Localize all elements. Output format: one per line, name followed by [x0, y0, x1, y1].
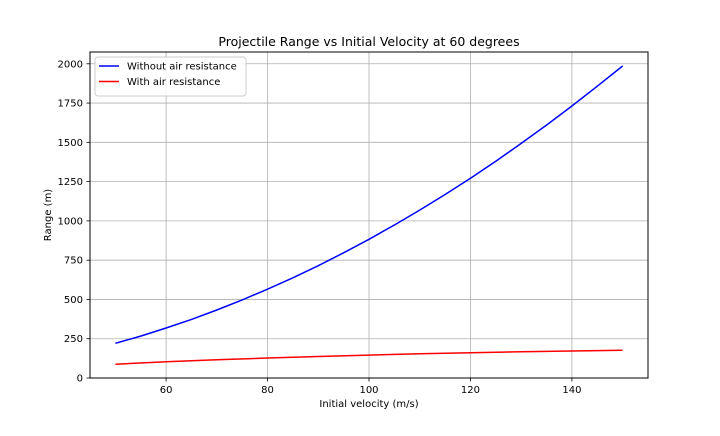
- series-line-1: [115, 349, 623, 365]
- x-tick-label: 100: [359, 385, 378, 396]
- legend-label-1: With air resistance: [127, 77, 220, 88]
- legend: Without air resistance With air resistanc…: [94, 56, 247, 97]
- y-tick-label: 500: [64, 295, 83, 306]
- y-tick-label: 250: [64, 334, 83, 345]
- y-tick-label: 2000: [58, 59, 83, 70]
- series-line-0: [115, 65, 624, 345]
- y-axis-label: Range (m): [43, 189, 54, 242]
- x-tick-label: 120: [461, 385, 480, 396]
- y-tick-label: 1750: [58, 99, 83, 110]
- grid: [90, 52, 648, 379]
- x-tick-label: 140: [562, 385, 581, 396]
- y-axis: 0 250 500 750 1000 1250 1500 1750 2000: [58, 59, 90, 385]
- y-tick-label: 750: [64, 256, 83, 267]
- series-layer: [115, 65, 624, 365]
- legend-box: [94, 56, 247, 97]
- y-tick-label: 1250: [58, 177, 83, 188]
- y-tick-label: 1000: [58, 216, 83, 227]
- y-tick-label: 1500: [58, 138, 83, 149]
- x-tick-label: 80: [261, 385, 274, 396]
- x-axis: 60 80 100 120 140: [160, 378, 581, 396]
- legend-label-0: Without air resistance: [127, 62, 237, 73]
- x-tick-label: 60: [160, 385, 173, 396]
- y-tick-label: 0: [77, 374, 83, 385]
- chart-title: Projectile Range vs Initial Velocity at …: [218, 34, 519, 49]
- x-axis-label: Initial velocity (m/s): [319, 399, 418, 410]
